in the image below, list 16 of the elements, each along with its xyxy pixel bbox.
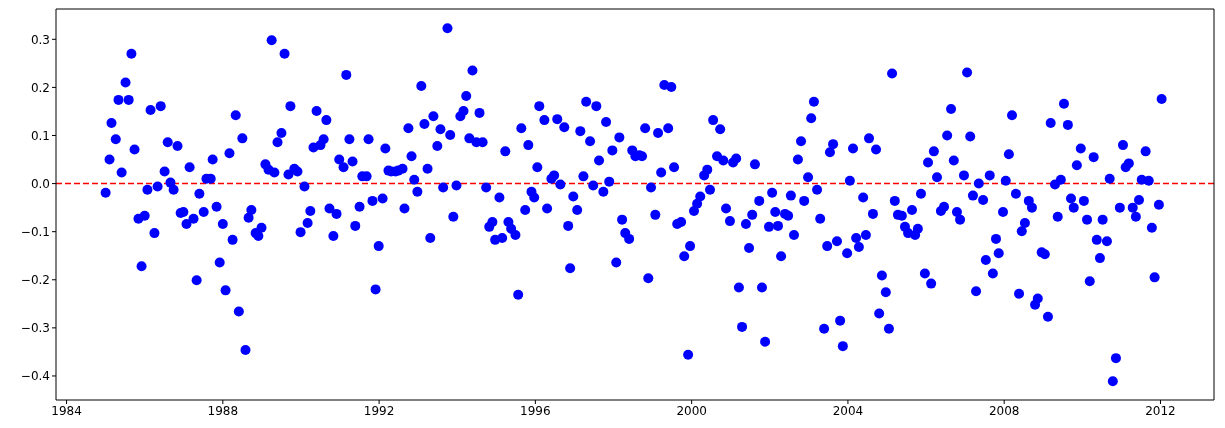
y-tick-label: 0.1	[30, 128, 50, 143]
y-tick-label: −0.4	[20, 369, 50, 384]
y-tick-label: −0.2	[20, 273, 50, 288]
x-tick-label: 1992	[363, 403, 395, 418]
x-tick-label: 1996	[520, 403, 551, 418]
y-tick-label: 0.2	[30, 80, 50, 95]
x-tick-label: 1988	[207, 403, 239, 418]
y-tick-label: 0.3	[30, 32, 50, 47]
x-tick-label: 2008	[988, 403, 1020, 418]
x-tick-label: 1984	[51, 403, 82, 418]
x-tick-label: 2012	[1145, 403, 1176, 418]
y-tick-label: −0.1	[20, 224, 50, 239]
y-tick-label: 0.0	[30, 176, 50, 191]
y-tick-label: −0.3	[20, 321, 50, 336]
x-tick-label: 2004	[832, 403, 864, 418]
x-tick-label: 2000	[676, 403, 707, 418]
